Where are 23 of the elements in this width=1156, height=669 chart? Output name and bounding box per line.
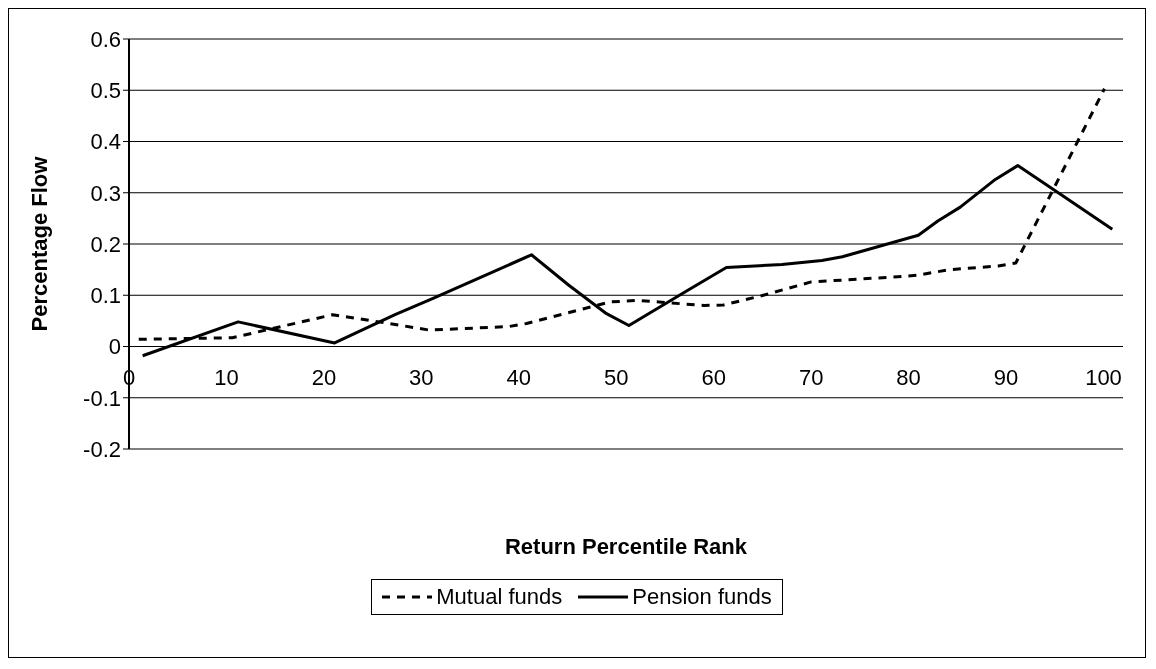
legend-label: Mutual funds xyxy=(436,584,563,610)
x-tick-label: 60 xyxy=(701,364,726,390)
legend-label: Pension funds xyxy=(632,584,772,610)
x-tick-label: 50 xyxy=(604,364,629,390)
y-tick-label: 0.4 xyxy=(90,129,121,155)
y-tick-label: -0.2 xyxy=(83,436,121,462)
x-tick-label: 100 xyxy=(1085,364,1122,390)
x-tick-label: 20 xyxy=(311,364,337,390)
y-tick-label: 0.3 xyxy=(90,180,121,206)
x-tick-label: 30 xyxy=(409,364,434,390)
y-tick-label: -0.1 xyxy=(83,385,121,411)
x-tick-label: 70 xyxy=(798,364,824,390)
y-tick-label: 0 xyxy=(108,334,121,360)
y-axis-title: Percentage Flow xyxy=(26,155,52,332)
x-tick-label: 80 xyxy=(896,364,921,390)
y-tick-label: 0.1 xyxy=(90,283,121,309)
y-tick-label: 0.2 xyxy=(90,231,121,257)
x-axis-title: Return Percentile Rank xyxy=(504,534,748,559)
x-tick-label: 10 xyxy=(214,364,239,390)
y-tick-label: 0.5 xyxy=(90,78,121,104)
y-tick-label: 0.6 xyxy=(90,26,121,52)
x-tick-label: 90 xyxy=(993,364,1019,390)
x-tick-label: 40 xyxy=(506,364,532,390)
